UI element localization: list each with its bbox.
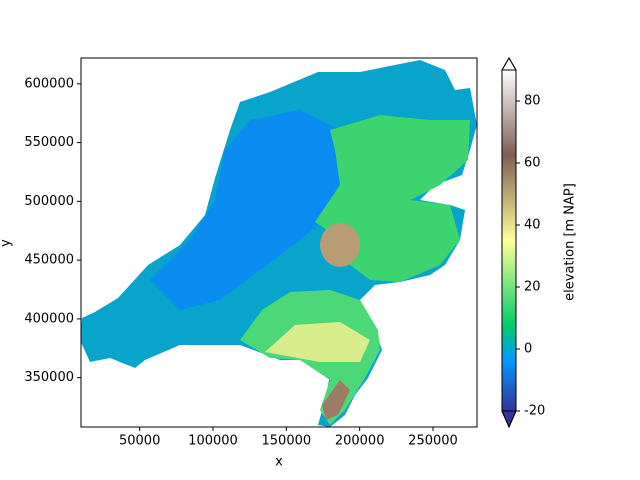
- x-tick-label: 150000: [262, 434, 312, 449]
- y-tick-label: 350000: [24, 370, 74, 385]
- elevation-map: [81, 60, 477, 427]
- y-tick-label: 500000: [24, 194, 74, 209]
- colorbar: [502, 70, 516, 411]
- y-tick-label: 450000: [24, 253, 74, 268]
- colorbar-tick-label: -20: [524, 404, 545, 419]
- plot-frame: [80, 57, 478, 428]
- y-tick-label: 600000: [24, 76, 74, 91]
- x-tick-label: 200000: [335, 434, 385, 449]
- colorbar-tick-label: 20: [524, 280, 541, 295]
- x-tick-label: 100000: [188, 434, 238, 449]
- colorbar-tick-label: 80: [524, 94, 541, 109]
- y-tick-label: 550000: [24, 135, 74, 150]
- yellow-south: [265, 322, 370, 362]
- veluwe: [320, 223, 360, 267]
- x-tick-label: 250000: [408, 434, 458, 449]
- x-tick-label: 50000: [119, 434, 160, 449]
- colorbar-tick-label: 40: [524, 218, 541, 233]
- colorbar-tick-label: 60: [524, 156, 541, 171]
- colorbar-extend-max: [501, 57, 517, 71]
- colorbar-label: elevation [m NAP]: [563, 183, 578, 301]
- colorbar-extend-min: [501, 410, 517, 429]
- low-west: [150, 110, 345, 310]
- limburg: [322, 380, 350, 420]
- x-axis-label: x: [275, 455, 283, 470]
- y-tick-label: 400000: [24, 311, 74, 326]
- y-axis-label: y: [0, 239, 14, 247]
- colorbar-tick-label: 0: [524, 342, 532, 357]
